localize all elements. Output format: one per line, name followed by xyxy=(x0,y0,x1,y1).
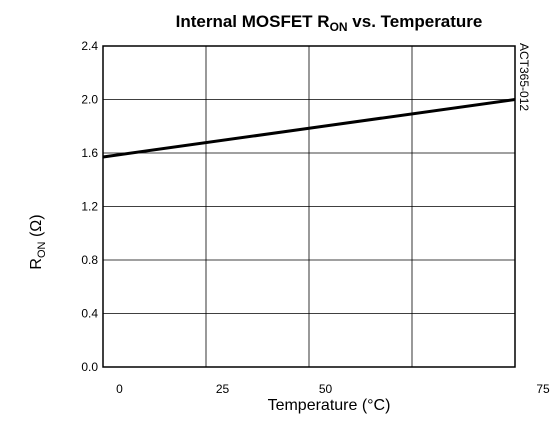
y-tick-labels: 0.0 0.4 0.8 1.2 1.6 2.0 2.4 xyxy=(81,39,98,374)
chart-title: Internal MOSFET RON vs. Temperature xyxy=(176,12,483,34)
y-tick-label: 1.6 xyxy=(81,146,98,160)
series-group xyxy=(102,98,516,159)
y-tick-label: 2.4 xyxy=(81,39,98,53)
chart-id-label: ACT365-012 xyxy=(517,43,531,111)
y-axis-label-main: R xyxy=(28,258,45,270)
chart-title-subscript: ON xyxy=(330,20,348,34)
x-axis-label: Temperature (°C) xyxy=(268,397,391,414)
y-axis-label-tail: (Ω) xyxy=(28,214,45,241)
y-tick-label: 2.0 xyxy=(81,93,98,107)
x-tick-label: 25 xyxy=(216,382,230,396)
y-tick-label: 0.4 xyxy=(81,307,98,321)
plot-frame xyxy=(102,45,516,368)
x-tick-label: 75 xyxy=(536,382,550,396)
chart-title-main: Internal MOSFET R xyxy=(176,12,330,31)
y-tick-label: 1.2 xyxy=(81,200,98,214)
series-line xyxy=(102,98,516,159)
x-tick-labels: 0 25 50 75 xyxy=(116,382,550,396)
x-tick-label: 50 xyxy=(319,382,333,396)
x-tick-label: 0 xyxy=(116,382,123,396)
y-tick-label: 0.0 xyxy=(81,360,98,374)
grid xyxy=(103,46,515,367)
y-tick-label: 0.8 xyxy=(81,253,98,267)
y-axis-label: RON (Ω) xyxy=(28,214,48,269)
chart-title-tail: vs. Temperature xyxy=(348,12,483,31)
y-axis-label-subscript: ON xyxy=(36,241,48,258)
